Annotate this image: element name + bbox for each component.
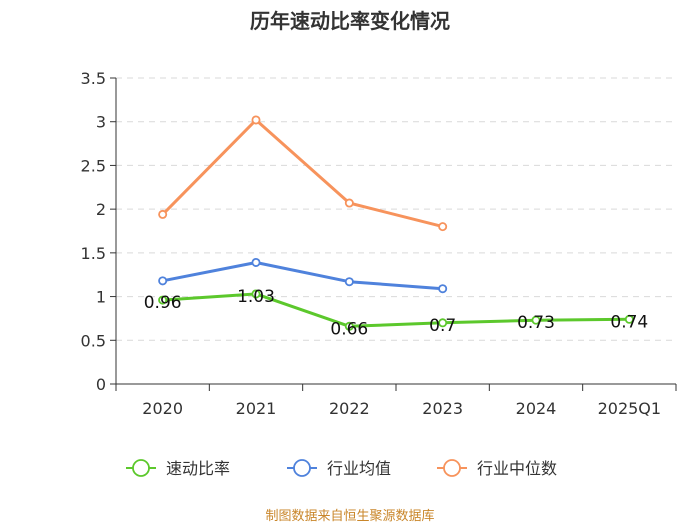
y-tick-label: 3 [96, 113, 106, 132]
data-point [531, 315, 541, 325]
data-labels: 0.96 1.03 0.66 0.7 0.73 0.74 [144, 287, 649, 339]
legend: 速动比率 行业均值 行业中位数 [126, 459, 557, 478]
data-label: 0.73 [517, 313, 555, 333]
data-point [438, 222, 448, 232]
chart-title: 历年速动比率变化情况 [250, 9, 450, 33]
data-point [158, 209, 168, 219]
x-tick-label: 2023 [422, 399, 463, 418]
data-point [344, 321, 354, 331]
legend-marker [443, 459, 461, 477]
legend-marker [293, 459, 311, 477]
y-tick-label: 1 [96, 288, 106, 307]
x-tick-label: 2024 [516, 399, 557, 418]
x-tick-label: 2025Q1 [598, 399, 662, 418]
x-tick-label: 2021 [236, 399, 277, 418]
y-tick-label: 2 [96, 200, 106, 219]
data-point [158, 276, 168, 286]
data-label: 0.74 [610, 312, 648, 332]
data-point [344, 198, 354, 208]
data-label: 0.66 [330, 319, 368, 339]
x-tick-label: 2020 [142, 399, 183, 418]
y-tick-label: 3.5 [81, 69, 106, 88]
data-point [344, 277, 354, 287]
data-point [158, 295, 168, 305]
data-point [251, 115, 261, 125]
y-tick-label: 0.5 [81, 331, 106, 350]
data-label: 1.03 [237, 287, 275, 307]
data-point [251, 289, 261, 299]
axes: 0 0.5 1 1.5 2 2.5 3 3.5 2020 2021 2022 2023 2024 2025… [81, 69, 677, 418]
legend-label: 速动比率 [166, 459, 230, 478]
data-point [624, 314, 634, 324]
data-point [251, 257, 261, 267]
data-label: 0.96 [144, 293, 182, 313]
series-line [162, 261, 443, 291]
series-layer [158, 115, 634, 331]
y-tick-label: 2.5 [81, 156, 106, 175]
series-line [161, 118, 444, 229]
source-note: 制图数据来自恒生聚源数据库 [265, 508, 434, 524]
legend-label: 行业均值 [327, 459, 391, 478]
series-line [162, 292, 630, 328]
data-point [438, 284, 448, 294]
data-point [438, 318, 448, 328]
data-label: 0.7 [429, 316, 456, 336]
grid-lines [116, 77, 676, 341]
y-tick-label: 0 [96, 375, 106, 394]
legend-label: 行业中位数 [477, 459, 557, 478]
y-tick-label: 1.5 [81, 244, 106, 263]
x-tick-label: 2022 [329, 399, 370, 418]
legend-marker [132, 459, 150, 477]
